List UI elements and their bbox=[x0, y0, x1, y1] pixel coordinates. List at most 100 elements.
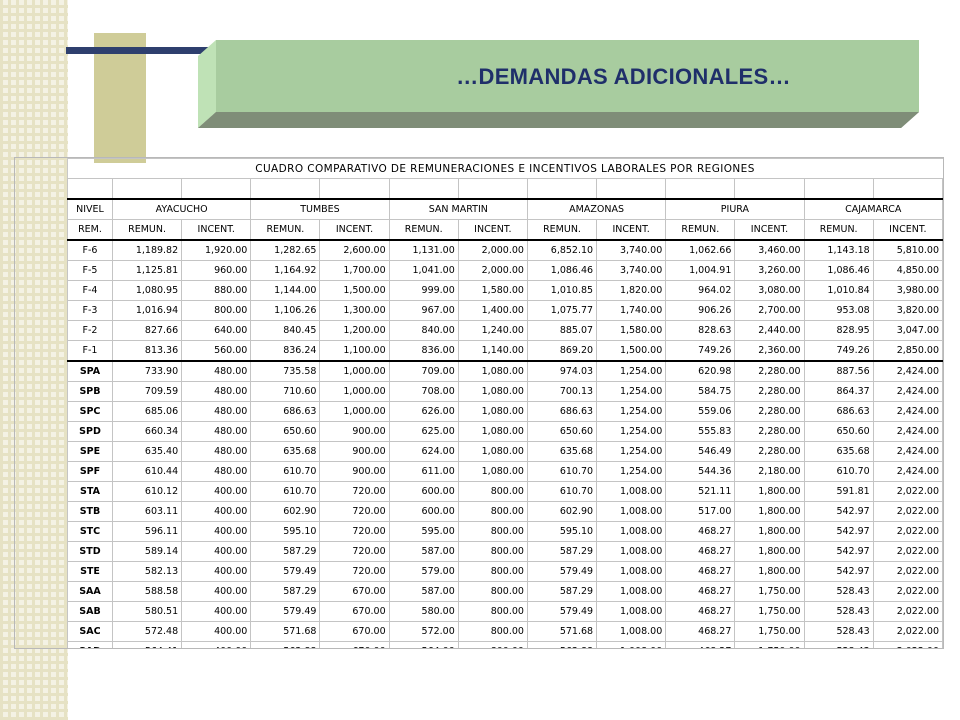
incent-value-cell: 2,000.00 bbox=[457, 239, 528, 261]
incent-subheader: INCENT. bbox=[319, 219, 390, 241]
incent-value-cell: 670.00 bbox=[319, 581, 390, 602]
level-cell: STC bbox=[67, 521, 113, 542]
remun-value-cell: 1,143.18 bbox=[803, 239, 874, 261]
remun-value-cell: 840.00 bbox=[388, 320, 459, 341]
remun-value-cell: 611.00 bbox=[388, 461, 459, 482]
table-row: STE 582.13 400.00 579.49 720.00 579.00 800.00 5… bbox=[67, 561, 943, 582]
incent-value-cell: 1,750.00 bbox=[734, 641, 805, 648]
incent-value-cell: 400.00 bbox=[181, 641, 252, 648]
incent-value-cell: 1,500.00 bbox=[319, 280, 390, 301]
level-cell: F-4 bbox=[67, 280, 113, 301]
remun-value-cell: 468.27 bbox=[665, 521, 736, 542]
level-cell: SPF bbox=[67, 461, 113, 482]
incent-value-cell: 2,280.00 bbox=[734, 381, 805, 402]
table-row: SAB 580.51 400.00 579.49 670.00 580.00 800.00 5… bbox=[67, 601, 943, 622]
level-cell: SAB bbox=[67, 601, 113, 622]
banner-shape bbox=[198, 40, 919, 128]
incent-value-cell: 2,180.00 bbox=[734, 461, 805, 482]
spreadsheet-corner bbox=[15, 158, 68, 198]
remun-value-cell: 610.70 bbox=[526, 461, 598, 482]
remun-value-cell: 528.43 bbox=[803, 621, 874, 642]
incent-value-cell: 480.00 bbox=[181, 401, 252, 422]
remun-value-cell: 610.70 bbox=[526, 481, 598, 502]
remun-value-cell: 610.70 bbox=[803, 461, 874, 482]
remun-value-cell: 589.14 bbox=[111, 541, 183, 562]
incent-value-cell: 400.00 bbox=[181, 541, 252, 562]
remun-value-cell: 650.60 bbox=[526, 421, 598, 442]
incent-value-cell: 2,700.00 bbox=[734, 300, 805, 321]
remun-value-cell: 1,016.94 bbox=[111, 300, 183, 321]
remun-value-cell: 6,852.10 bbox=[526, 239, 598, 261]
remun-value-cell: 610.12 bbox=[111, 481, 183, 502]
incent-value-cell: 670.00 bbox=[319, 601, 390, 622]
remun-value-cell: 563.88 bbox=[526, 641, 598, 648]
incent-value-cell: 4,850.00 bbox=[872, 260, 943, 281]
incent-value-cell: 480.00 bbox=[181, 360, 252, 382]
level-cell: STD bbox=[67, 541, 113, 562]
incent-value-cell: 1,000.00 bbox=[319, 381, 390, 402]
incent-value-cell: 1,800.00 bbox=[734, 541, 805, 562]
incent-value-cell: 1,580.00 bbox=[457, 280, 528, 301]
remun-value-cell: 964.02 bbox=[665, 280, 736, 301]
remun-value-cell: 542.97 bbox=[803, 501, 874, 522]
remun-subheader: REMUN. bbox=[665, 219, 736, 241]
table-row: STB 603.11 400.00 602.90 720.00 600.00 800.00 6… bbox=[67, 501, 943, 522]
remun-value-cell: 620.98 bbox=[665, 360, 736, 382]
remun-value-cell: 709.00 bbox=[388, 360, 459, 382]
level-cell: SPB bbox=[67, 381, 113, 402]
table-row: F-2 827.66 640.00 840.45 1,200.00 840.00 1,240… bbox=[67, 320, 943, 341]
incent-value-cell: 1,080.00 bbox=[457, 360, 528, 382]
remun-value-cell: 749.26 bbox=[803, 340, 874, 362]
table-row: SPE 635.40 480.00 635.68 900.00 624.00 1,080.0… bbox=[67, 441, 943, 462]
remun-value-cell: 587.29 bbox=[250, 581, 321, 602]
level-cell: F-6 bbox=[67, 239, 113, 261]
incent-value-cell: 1,008.00 bbox=[596, 621, 667, 642]
incent-value-cell: 1,580.00 bbox=[596, 320, 667, 341]
remun-value-cell: 686.63 bbox=[803, 401, 874, 422]
remun-value-cell: 1,004.91 bbox=[665, 260, 736, 281]
incent-value-cell: 640.00 bbox=[181, 320, 252, 341]
remun-value-cell: 635.68 bbox=[803, 441, 874, 462]
remun-value-cell: 1,062.66 bbox=[665, 239, 736, 261]
incent-value-cell: 1,008.00 bbox=[596, 601, 667, 622]
table-row: SPD 660.34 480.00 650.60 900.00 625.00 1,080.0… bbox=[67, 421, 943, 442]
incent-value-cell: 2,424.00 bbox=[872, 441, 943, 462]
level-cell: F-1 bbox=[67, 340, 113, 362]
incent-value-cell: 800.00 bbox=[457, 641, 528, 648]
level-cell: F-3 bbox=[67, 300, 113, 321]
region-header: AYACUCHO bbox=[111, 198, 252, 220]
remun-value-cell: 564.41 bbox=[111, 641, 183, 648]
incent-value-cell: 720.00 bbox=[319, 501, 390, 522]
incent-value-cell: 1,740.00 bbox=[596, 300, 667, 321]
remun-value-cell: 528.43 bbox=[803, 601, 874, 622]
remun-value-cell: 600.00 bbox=[388, 501, 459, 522]
remun-value-cell: 521.11 bbox=[665, 481, 736, 502]
remun-value-cell: 708.00 bbox=[388, 381, 459, 402]
table-row: STA 610.12 400.00 610.70 720.00 600.00 800.00 6… bbox=[67, 481, 943, 502]
remun-value-cell: 600.00 bbox=[388, 481, 459, 502]
incent-value-cell: 3,820.00 bbox=[872, 300, 943, 321]
incent-value-cell: 1,800.00 bbox=[734, 501, 805, 522]
incent-value-cell: 900.00 bbox=[319, 441, 390, 462]
incent-value-cell: 1,008.00 bbox=[596, 521, 667, 542]
remun-value-cell: 572.00 bbox=[388, 621, 459, 642]
remun-subheader: REMUN. bbox=[250, 219, 321, 241]
remun-value-cell: 1,164.92 bbox=[250, 260, 321, 281]
table-row: SPB 709.59 480.00 710.60 1,000.00 708.00 1,080… bbox=[67, 381, 943, 402]
tan-accent-bar bbox=[94, 33, 146, 163]
incent-value-cell: 1,700.00 bbox=[319, 260, 390, 281]
incent-value-cell: 2,424.00 bbox=[872, 381, 943, 402]
remun-value-cell: 591.81 bbox=[803, 481, 874, 502]
remun-value-cell: 517.00 bbox=[665, 501, 736, 522]
remun-value-cell: 587.00 bbox=[388, 581, 459, 602]
incent-value-cell: 670.00 bbox=[319, 641, 390, 648]
incent-value-cell: 1,254.00 bbox=[596, 441, 667, 462]
region-header: TUMBES bbox=[250, 198, 390, 220]
incent-value-cell: 3,740.00 bbox=[596, 239, 667, 261]
remun-value-cell: 869.20 bbox=[526, 340, 598, 362]
remun-value-cell: 685.06 bbox=[111, 401, 183, 422]
remun-value-cell: 1,080.95 bbox=[111, 280, 183, 301]
remun-value-cell: 1,086.46 bbox=[803, 260, 874, 281]
remun-value-cell: 625.00 bbox=[388, 421, 459, 442]
remun-value-cell: 587.29 bbox=[526, 541, 598, 562]
